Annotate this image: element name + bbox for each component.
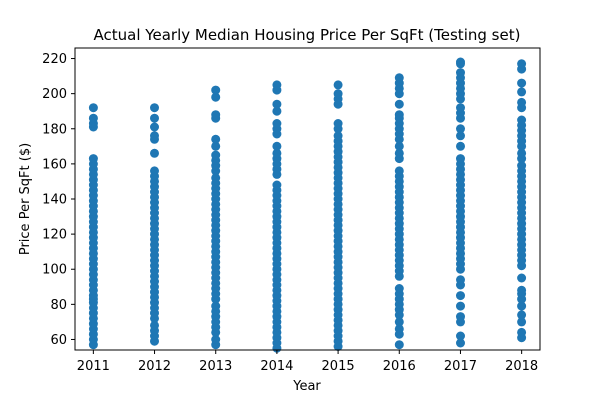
data-point [211, 110, 221, 120]
data-point [88, 154, 98, 164]
data-point [456, 331, 465, 341]
plot-frame [74, 47, 541, 351]
x-axis-label: Year [292, 379, 321, 394]
data-point [456, 275, 465, 285]
data-point [517, 327, 527, 337]
data-point [517, 285, 527, 295]
data-point [456, 312, 465, 322]
data-point [272, 80, 282, 90]
data-point [517, 87, 527, 97]
data-point [272, 180, 282, 190]
data-point [517, 317, 527, 327]
y-tick-label: 120 [42, 228, 67, 243]
data-point [211, 92, 221, 102]
data-point [272, 148, 282, 158]
y-tick-label: 100 [42, 263, 67, 278]
data-point [333, 89, 343, 99]
data-point [394, 317, 404, 327]
y-tick-label: 80 [50, 298, 67, 313]
data-point [394, 73, 404, 83]
data-point [150, 131, 159, 141]
data-point [456, 131, 465, 141]
x-tick-label: 2015 [322, 359, 355, 374]
y-tick-label: 160 [42, 157, 67, 172]
data-point [150, 148, 159, 158]
data-point [333, 119, 343, 128]
y-axis: 60 80 100 120 140 160 180 200 220 [42, 52, 75, 348]
data-point [456, 124, 465, 134]
data-point [456, 291, 465, 301]
data-point [88, 113, 98, 123]
data-point [150, 113, 159, 123]
y-tick-label: 200 [42, 87, 67, 102]
y-tick-label: 220 [42, 52, 67, 67]
data-point [333, 80, 343, 90]
data-point [150, 166, 159, 176]
data-point [272, 119, 282, 128]
x-tick-label: 2018 [505, 359, 538, 374]
data-point [211, 134, 221, 144]
data-point [517, 97, 527, 107]
data-point [394, 166, 404, 176]
y-tick-label: 60 [50, 333, 67, 348]
data-point [211, 173, 221, 183]
data-point [456, 103, 465, 113]
data-point [394, 340, 404, 350]
data-point [272, 141, 282, 151]
y-tick-label: 140 [42, 193, 67, 208]
data-point [272, 99, 282, 109]
y-tick-label: 180 [42, 122, 67, 137]
data-point [517, 273, 527, 283]
data-point [517, 301, 527, 311]
data-point [456, 141, 465, 151]
data-point [211, 335, 221, 344]
data-point [150, 320, 159, 330]
y-axis-label: Price Per SqFt ($) [18, 143, 33, 255]
x-tick-label: 2014 [260, 359, 293, 374]
data-point [333, 131, 343, 141]
data-point [211, 150, 221, 160]
data-point [150, 122, 159, 132]
data-points [88, 57, 527, 353]
data-point [394, 284, 404, 293]
data-point [150, 103, 159, 113]
data-point [394, 141, 404, 151]
data-point [211, 301, 221, 311]
chart-title: Actual Yearly Median Housing Price Per S… [94, 26, 521, 44]
data-point [517, 78, 527, 88]
data-point [394, 99, 404, 109]
data-point [394, 110, 404, 120]
data-point [211, 85, 221, 95]
x-tick-label: 2017 [444, 359, 477, 374]
data-point [517, 161, 527, 171]
x-tick-label: 2013 [199, 359, 232, 374]
data-point [456, 68, 465, 78]
data-point [88, 103, 98, 113]
x-axis: 2011 2012 2013 2014 2015 2016 2017 2018 [77, 350, 538, 374]
data-point [517, 115, 527, 125]
x-tick-label: 2016 [383, 359, 416, 374]
data-point [517, 59, 527, 69]
data-point [517, 148, 527, 158]
data-point [456, 301, 465, 311]
x-tick-label: 2012 [138, 359, 171, 374]
x-tick-label: 2011 [77, 359, 110, 374]
data-point [211, 141, 221, 151]
data-point [272, 106, 282, 116]
data-point [517, 310, 527, 320]
data-point [456, 154, 465, 164]
data-point [394, 324, 404, 334]
data-point [394, 148, 404, 158]
data-point [456, 338, 465, 348]
data-point [456, 57, 465, 67]
